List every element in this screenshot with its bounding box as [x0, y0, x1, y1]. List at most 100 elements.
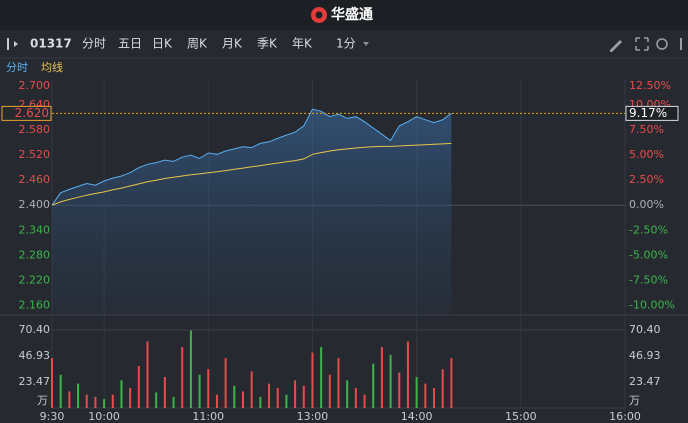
y2-tick-label: -10.00%	[629, 298, 675, 311]
volume-tick-label: 46.93	[629, 349, 661, 362]
brand-name: 华盛通	[331, 6, 373, 23]
dropdown-arrow[interactable]	[363, 42, 369, 46]
volume-bar	[207, 369, 210, 408]
volume-unit: 万	[37, 394, 48, 407]
volume-bar	[103, 399, 106, 408]
period-tab[interactable]: 月K	[222, 37, 243, 51]
brand-logo	[311, 7, 327, 23]
volume-bar	[198, 374, 201, 408]
volume-bar	[51, 358, 53, 408]
volume-bar	[433, 388, 435, 408]
collapse-icon[interactable]	[680, 38, 682, 50]
x-tick-label: 15:00	[505, 410, 537, 423]
symbol: 01317	[30, 37, 72, 51]
volume-bar	[268, 383, 271, 408]
legend-entry: 分时	[6, 61, 28, 74]
y-tick-label: 2.400	[19, 198, 51, 211]
volume-bar	[424, 383, 427, 408]
volume-bar	[389, 354, 392, 408]
period-tab[interactable]: 五日	[118, 37, 142, 51]
price-area	[52, 109, 452, 315]
y-tick-label: 2.460	[19, 173, 51, 186]
period-tab[interactable]: 分时	[82, 37, 106, 51]
volume-bar	[380, 347, 383, 408]
volume-bar	[250, 371, 253, 408]
volume-bar	[337, 358, 340, 408]
volume-bar	[346, 380, 349, 408]
period-tab[interactable]: 季K	[257, 37, 278, 51]
volume-bar	[111, 394, 114, 408]
period-tab[interactable]: 周K	[187, 37, 208, 51]
volume-bar	[233, 385, 236, 408]
y-tick-label: 2.280	[19, 248, 51, 261]
volume-bar	[181, 347, 184, 408]
volume-bar	[320, 347, 323, 408]
last-price-box	[1, 105, 52, 121]
volume-bar	[259, 396, 262, 408]
y2-tick-label: 12.50%	[629, 79, 671, 92]
y-tick-label: 2.520	[19, 148, 51, 161]
volume-bar	[215, 394, 218, 408]
volume-bar	[406, 341, 409, 408]
period-tab[interactable]: 日K	[152, 37, 173, 51]
volume-bar	[189, 330, 192, 408]
y-tick-label: 2.580	[19, 123, 51, 136]
change-box	[625, 105, 679, 121]
volume-bar	[94, 396, 97, 408]
volume-bar	[163, 376, 166, 408]
volume-bar	[68, 391, 71, 408]
volume-bar	[302, 385, 305, 408]
volume-tick-label: 46.93	[19, 349, 51, 362]
volume-bar	[450, 358, 453, 408]
header-bar	[0, 0, 688, 30]
volume-bar	[146, 341, 149, 408]
x-tick-label: 16:00	[609, 410, 641, 423]
y-tick-label: 2.340	[19, 223, 51, 236]
y2-tick-label: 5.00%	[629, 148, 664, 161]
volume-tick-label: 23.47	[19, 375, 51, 388]
volume-bar	[276, 388, 279, 408]
volume-bar	[328, 374, 331, 408]
y2-tick-label: 7.50%	[629, 123, 664, 136]
price-line	[51, 142, 452, 206]
legend-entry: 均线	[41, 60, 63, 74]
y2-tick-label: -2.50%	[629, 223, 668, 236]
volume-tick-label: 70.40	[19, 323, 51, 336]
x-tick-label: 10:00	[88, 410, 120, 423]
volume-bar	[172, 396, 175, 408]
x-tick-label: 11:00	[192, 410, 224, 423]
volume-bar	[294, 380, 297, 408]
settings-icon[interactable]	[656, 38, 668, 50]
volume-bar	[120, 380, 123, 408]
period-tab[interactable]: 年K	[292, 37, 313, 51]
volume-bar	[137, 365, 140, 408]
volume-bar	[363, 394, 366, 408]
y2-tick-label: -7.50%	[629, 273, 668, 286]
volume-bar	[59, 374, 62, 408]
change-label: 9.17%	[629, 106, 667, 120]
volume-bar	[129, 388, 132, 408]
y2-tick-label: 0.00%	[629, 198, 664, 211]
draw-tool-icon[interactable]	[610, 40, 622, 52]
x-tick-label: 9:30	[40, 410, 65, 423]
volume-bar	[242, 391, 244, 408]
y-tick-label: 2.160	[19, 298, 51, 311]
volume-bar	[85, 394, 88, 408]
volume-bar	[372, 363, 375, 408]
price-line	[51, 108, 452, 206]
volume-bar	[224, 358, 227, 408]
volume-bar	[311, 352, 314, 408]
last-price-label: 2.620	[15, 106, 49, 120]
volume-bar	[398, 372, 401, 408]
fullscreen-icon[interactable]	[635, 37, 649, 51]
y-tick-label: 2.220	[19, 273, 51, 286]
x-tick-label: 14:00	[401, 410, 433, 423]
y2-tick-label: -5.00%	[629, 248, 668, 261]
volume-tick-label: 70.40	[629, 323, 661, 336]
volume-bar	[285, 394, 288, 408]
volume-bar	[354, 388, 357, 408]
y2-tick-label: 2.50%	[629, 173, 664, 186]
interval-select[interactable]: 1分	[336, 37, 356, 51]
x-tick-label: 13:00	[297, 410, 329, 423]
sidebar-toggle[interactable]	[7, 38, 18, 50]
